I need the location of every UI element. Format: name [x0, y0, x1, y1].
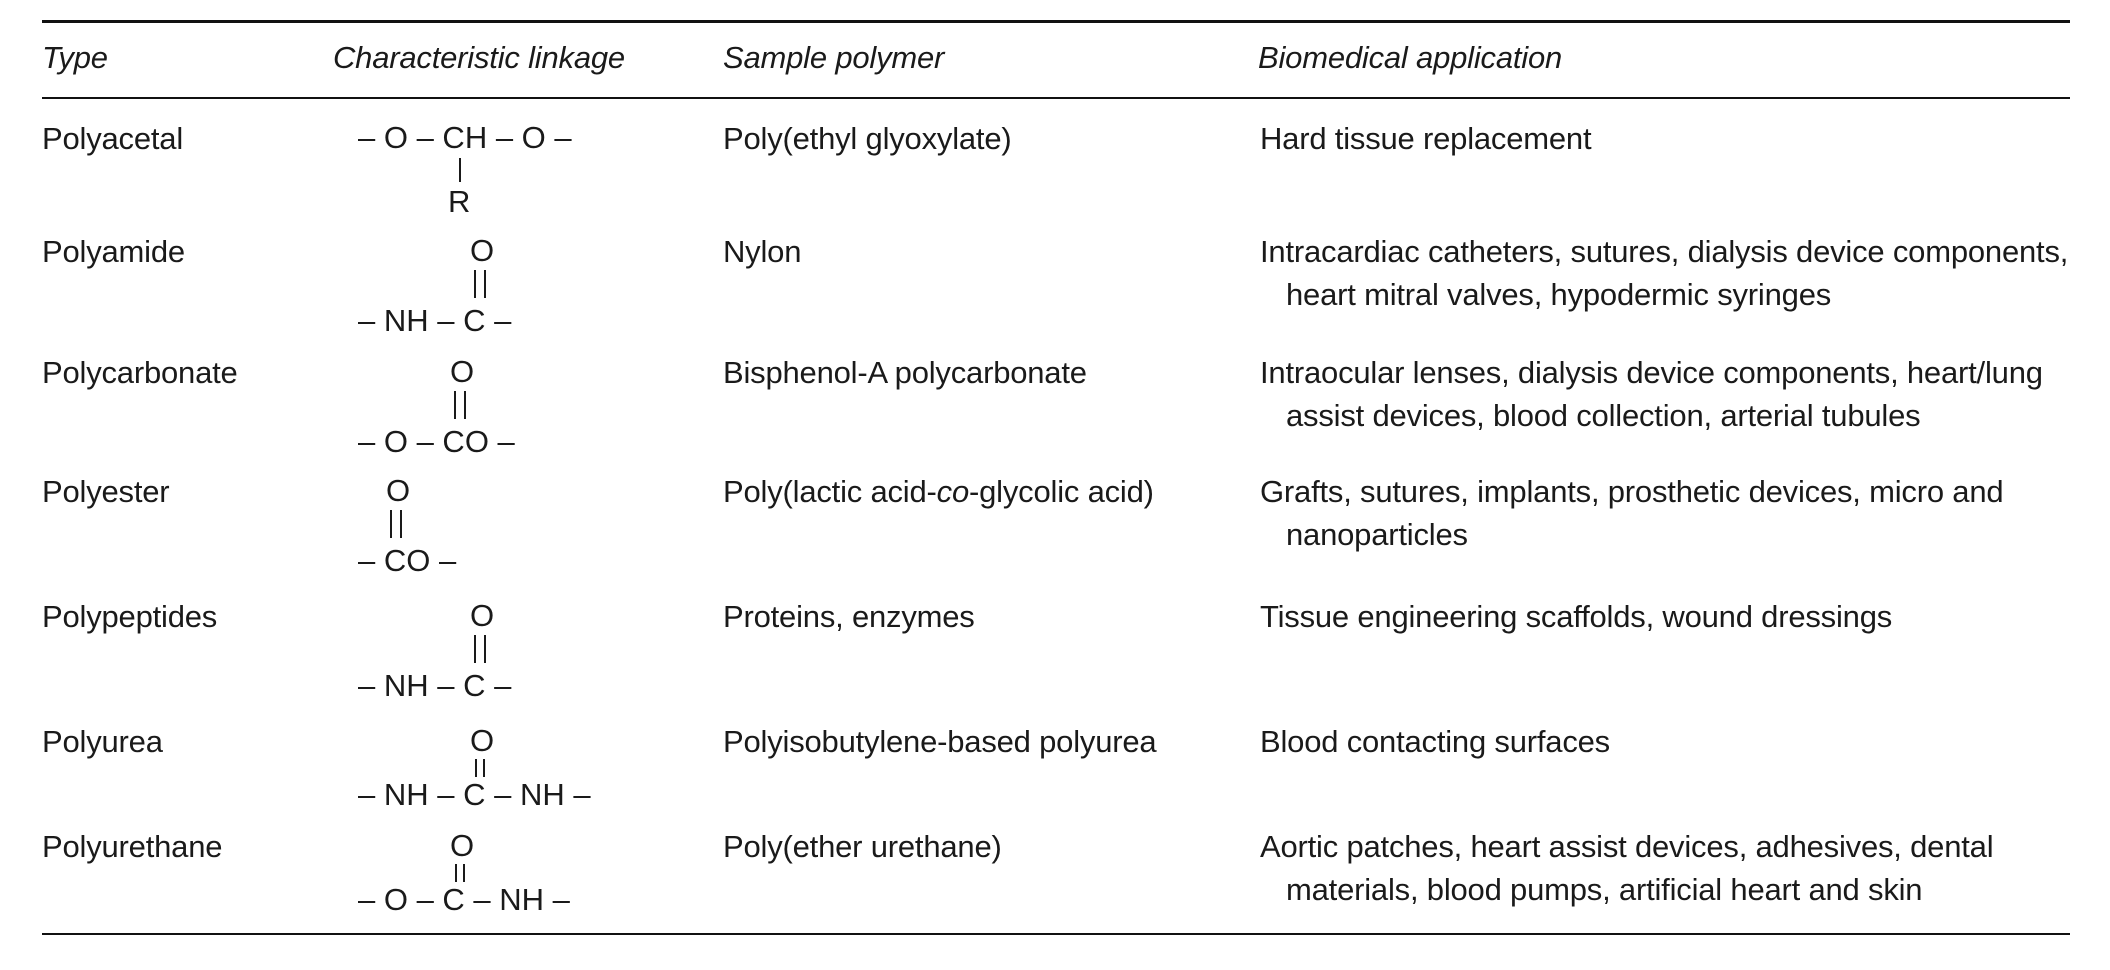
linkage-oxygen: O [450, 354, 475, 389]
application-line: Blood contacting surfaces [1260, 724, 1610, 759]
application-line: nanoparticles [1286, 517, 1468, 552]
sample-cell: Bisphenol-A polycarbonate [723, 355, 1087, 390]
sample-text: -glycolic acid) [969, 474, 1154, 509]
linkage-main: – O – C – NH – [358, 882, 570, 917]
double-bond [474, 270, 486, 298]
table-header-rule [42, 97, 2070, 99]
header-type: Type [42, 40, 108, 75]
sample-cell: Polyisobutylene-based polyurea [723, 724, 1157, 759]
type-cell: Polyester [42, 474, 170, 509]
table-bottom-rule [42, 933, 2070, 935]
double-bond [474, 635, 486, 663]
linkage-main: – O – CH – O – [358, 120, 572, 155]
type-cell: Polyacetal [42, 121, 184, 156]
type-cell: Polycarbonate [42, 355, 238, 390]
sample-cell: Poly(ethyl glyoxylate) [723, 121, 1012, 156]
application-cell: Hard tissue replacement [1260, 117, 2110, 160]
linkage-main: – NH – C – NH – [358, 777, 591, 812]
double-bond [475, 759, 485, 777]
linkage-oxygen: O [470, 598, 495, 633]
application-line: assist devices, blood collection, arteri… [1286, 398, 1921, 433]
sample-text: Poly(lactic acid- [723, 474, 937, 509]
application-line: Tissue engineering scaffolds, wound dres… [1260, 599, 1893, 634]
application-line: materials, blood pumps, artificial heart… [1286, 872, 1923, 907]
type-cell: Polypeptides [42, 599, 218, 634]
header-linkage: Characteristic linkage [333, 40, 625, 75]
double-bond [390, 510, 402, 538]
type-cell: Polyamide [42, 234, 185, 269]
type-cell: Polyurea [42, 724, 163, 759]
application-cell: Blood contacting surfaces [1260, 720, 2110, 763]
application-line: Hard tissue replacement [1260, 121, 1592, 156]
application-cell: Intracardiac catheters, sutures, dialysi… [1260, 230, 2110, 316]
linkage-substituent: R [448, 184, 471, 219]
sample-cell: Proteins, enzymes [723, 599, 975, 634]
linkage-main: – NH – C – [358, 668, 512, 703]
sample-cell: Nylon [723, 234, 802, 269]
application-line: heart mitral valves, hypodermic syringes [1286, 277, 1832, 312]
sample-cell: Poly(lactic acid-co-glycolic acid) [723, 470, 1154, 513]
linkage-main: – CO – [358, 543, 457, 578]
application-line: Intracardiac catheters, sutures, dialysi… [1260, 234, 2069, 269]
application-cell: Aortic patches, heart assist devices, ad… [1260, 825, 2110, 911]
linkage-oxygen: O [450, 828, 475, 863]
application-cell: Grafts, sutures, implants, prosthetic de… [1260, 470, 2110, 556]
application-cell: Intraocular lenses, dialysis device comp… [1260, 351, 2110, 437]
linkage-oxygen: O [470, 723, 495, 758]
double-bond [455, 864, 465, 882]
table-top-rule [42, 20, 2070, 23]
application-line: Intraocular lenses, dialysis device comp… [1260, 355, 2043, 390]
single-bond [459, 158, 461, 182]
type-cell: Polyurethane [42, 829, 223, 864]
double-bond [454, 391, 466, 419]
linkage-main: – NH – C – [358, 303, 512, 338]
linkage-oxygen: O [386, 473, 411, 508]
sample-italic: co [936, 474, 970, 509]
application-cell: Tissue engineering scaffolds, wound dres… [1260, 595, 2110, 638]
linkage-main: – O – CO – [358, 424, 515, 459]
header-application: Biomedical application [1258, 40, 1563, 75]
sample-cell: Poly(ether urethane) [723, 829, 1002, 864]
linkage-oxygen: O [470, 233, 495, 268]
header-sample: Sample polymer [723, 40, 945, 75]
application-line: Aortic patches, heart assist devices, ad… [1260, 829, 1994, 864]
application-line: Grafts, sutures, implants, prosthetic de… [1260, 474, 2004, 509]
